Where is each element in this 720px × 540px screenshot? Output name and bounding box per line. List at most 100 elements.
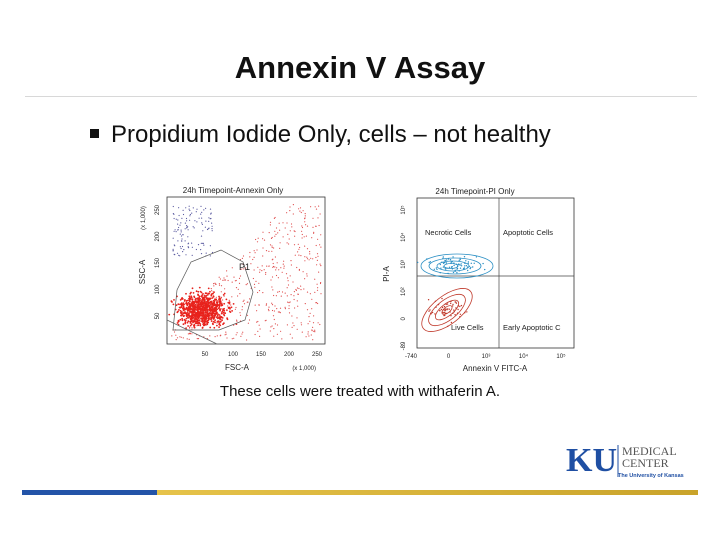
event-dot (218, 276, 220, 278)
logo-line2: CENTER (622, 456, 669, 470)
event-dot (442, 257, 444, 260)
event-dot (270, 326, 272, 328)
event-dot (200, 213, 202, 215)
event-dot (175, 304, 178, 307)
plot-left-x-unit: (x 1,000) (292, 366, 316, 372)
event-dot (209, 307, 211, 310)
plot-left-xlabel: FSC-A (225, 363, 250, 372)
event-dot (258, 282, 260, 284)
event-dot (319, 244, 321, 246)
event-dot (181, 217, 183, 219)
gate-p1-label: P1 (239, 262, 250, 272)
event-dot (186, 225, 188, 227)
event-dot (210, 212, 212, 214)
event-dot (177, 310, 179, 313)
event-dot (319, 323, 321, 326)
slide-title: Annexin V Assay (234, 50, 486, 85)
event-dot (484, 268, 486, 271)
event-dot (185, 308, 187, 310)
y-tick-label: 250 (155, 204, 161, 215)
event-dot (199, 323, 202, 325)
event-dot (213, 283, 215, 285)
event-dot (197, 303, 200, 306)
event-dot (180, 247, 182, 250)
event-dot (430, 312, 432, 314)
event-dot (306, 291, 309, 293)
event-dot (205, 324, 207, 326)
event-dot (444, 267, 446, 269)
event-dot (176, 252, 179, 254)
event-dot (428, 261, 430, 264)
event-dot (187, 236, 189, 238)
event-dot (219, 315, 221, 317)
event-dot (298, 208, 300, 210)
event-dot (269, 244, 272, 246)
event-dot (189, 298, 192, 300)
event-dot (197, 244, 200, 246)
event-dot (178, 226, 180, 229)
event-dot (259, 335, 261, 337)
square-bullet-icon (90, 129, 99, 138)
event-dot (482, 262, 484, 265)
event-dot (288, 238, 290, 240)
fsc-ssc-dot-plot: 24h Timepoint-Annexin Only P1 50 100 150 20… (133, 180, 328, 374)
event-dot (197, 293, 199, 296)
event-dot (231, 281, 233, 283)
quadrant-apoptotic-label: Apoptotic Cells (503, 228, 553, 237)
event-dot (212, 295, 215, 298)
event-dot (182, 302, 185, 304)
event-dot (192, 207, 194, 209)
event-dot (213, 312, 216, 315)
event-dot (200, 249, 202, 251)
event-dot (306, 248, 309, 250)
event-dot (289, 301, 291, 303)
event-dot (268, 265, 270, 267)
event-dot (314, 291, 316, 293)
event-dot (297, 243, 299, 245)
event-dot (279, 229, 281, 231)
event-dot (172, 303, 175, 306)
event-dot (235, 334, 237, 336)
event-dot (189, 312, 191, 314)
event-dot (442, 256, 444, 258)
event-dot (287, 284, 290, 286)
event-dot (241, 309, 243, 311)
event-dot (221, 304, 224, 307)
event-dot (458, 263, 460, 265)
event-dot (429, 261, 432, 263)
event-dot (283, 267, 285, 269)
event-dot (214, 336, 216, 338)
event-dot (273, 247, 275, 249)
footer-color-bar (22, 490, 698, 495)
event-dot (226, 270, 228, 272)
event-dot (252, 258, 254, 261)
upper-contour-ring (428, 257, 482, 275)
event-dot (205, 302, 208, 305)
event-dot (173, 217, 175, 220)
event-dot (276, 267, 278, 269)
event-dot (188, 338, 190, 340)
logo-svg: KU MEDICAL CENTER The University of Kans… (566, 442, 684, 479)
event-dot (453, 264, 455, 267)
event-dot (271, 250, 273, 252)
event-dot (275, 274, 278, 277)
event-dot (446, 259, 448, 261)
event-dot (216, 305, 218, 308)
event-dot (280, 330, 282, 332)
event-dot (272, 315, 275, 317)
event-dot (449, 259, 452, 261)
event-dot (318, 271, 320, 273)
event-dot (207, 292, 210, 295)
event-dot (236, 320, 238, 322)
event-dot (299, 210, 301, 212)
event-dot (318, 205, 320, 207)
event-dot (240, 335, 242, 337)
event-dot (192, 324, 195, 327)
event-dot (258, 290, 261, 292)
event-dot (219, 308, 221, 311)
event-dot (447, 272, 449, 275)
event-dot (282, 236, 284, 238)
event-dot (253, 283, 256, 285)
event-dot (272, 266, 274, 268)
event-dot (209, 255, 211, 257)
